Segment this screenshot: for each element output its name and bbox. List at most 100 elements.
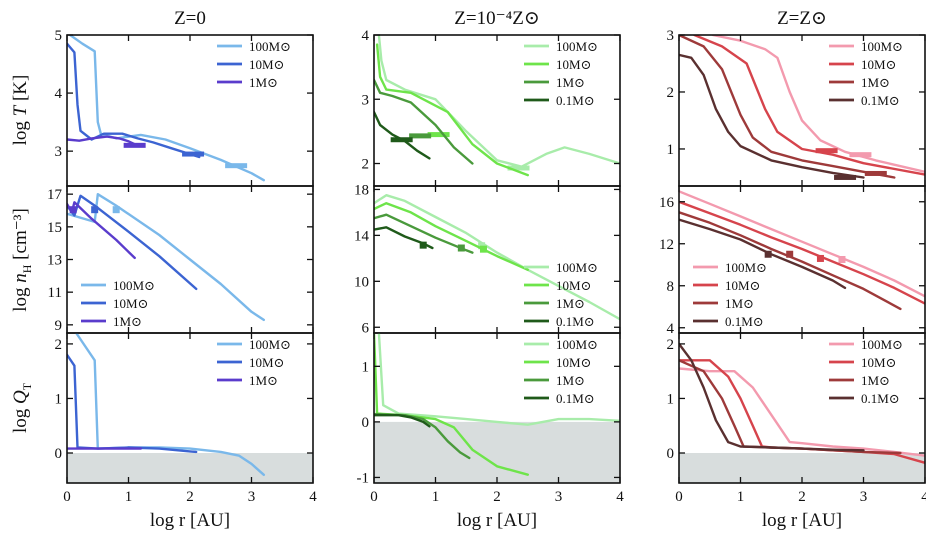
- panel-r1c1-ytick-label-3: 18: [354, 182, 369, 198]
- panel-r1c2-legend-label-1: 10M⊙: [725, 278, 760, 293]
- row-label-1-symbol: n: [10, 273, 31, 283]
- panel-r0c1-legend-label-0: 100M⊙: [556, 39, 598, 54]
- panel-r1c2-legend-label-2: 1M⊙: [725, 296, 754, 311]
- panel-r2c1-legend-label-0: 100M⊙: [556, 337, 598, 352]
- panel-r2c2-ytick-label-0: 0: [667, 446, 675, 462]
- panel-r2c0-legend-label-1: 10M⊙: [249, 355, 284, 370]
- row-label-2-prefix: log: [10, 404, 31, 433]
- panel-r2c1-legend-label-2: 1M⊙: [556, 373, 585, 388]
- panel-r1c2-series-0-marker: [838, 256, 845, 263]
- panel-r1c0-series-2-marker: [70, 206, 77, 213]
- x-axis-title-col1: log r [AU]: [457, 510, 537, 531]
- panel-r1c1-series-1-marker: [480, 246, 487, 253]
- panel-r1c2-ytick-label-1: 8: [667, 279, 675, 295]
- panel-r0c2-legend-label-2: 1M⊙: [861, 75, 890, 90]
- panel-r0c0-series-2-marker: [124, 143, 146, 148]
- panel-r1c1-legend-label-1: 10M⊙: [556, 278, 591, 293]
- row-label-0-unit: [K]: [10, 75, 31, 106]
- panel-r0c1-legend-label-2: 1M⊙: [556, 75, 585, 90]
- panel-r0c1-legend-label-3: 0.1M⊙: [556, 93, 595, 108]
- x-axis-title-col0: log r [AU]: [150, 510, 230, 531]
- row-label-2: log QT: [10, 382, 34, 433]
- panel-r0c0-ytick-label-0: 3: [55, 144, 63, 160]
- column-title-z-low: Z=10⁻⁴Z⊙: [454, 8, 540, 29]
- panel-r2c0-xtick-label-0: 0: [63, 489, 71, 505]
- panel-r1c2-legend-label-0: 100M⊙: [725, 260, 767, 275]
- panel-r0c2-series-0-marker: [849, 152, 871, 157]
- panel-r2c2-xtick-label-2: 2: [798, 489, 806, 505]
- panel-r1c2-legend-label-3: 0.1M⊙: [725, 314, 764, 329]
- panel-r2c2-ytick-label-1: 1: [667, 391, 675, 407]
- panel-r2c1-ytick-label-0: -1: [357, 470, 370, 486]
- panel-r0c0-legend-label-0: 100M⊙: [249, 39, 291, 54]
- panel-r1c0-ytick-label-4: 17: [47, 187, 63, 203]
- row-label-1-subscript: H: [20, 264, 34, 273]
- panel-r0c0-series-0-marker: [225, 163, 247, 168]
- panel-r2c2-xtick-label-1: 1: [737, 489, 745, 505]
- panel-r0c2-ytick-label-2: 3: [667, 28, 675, 44]
- panel-r2c0-xtick-label-1: 1: [125, 489, 133, 505]
- column-title-z-solar: Z=Z⊙: [777, 8, 827, 29]
- panel-r1c2-series-3-line: [679, 220, 845, 288]
- panel-r0c0-legend-label-2: 1M⊙: [249, 75, 278, 90]
- panel-r2c0-ytick-label-1: 1: [55, 391, 63, 407]
- panel-r0c2-ytick-label-0: 1: [667, 142, 675, 158]
- panel-r1c0-ytick-label-2: 13: [47, 253, 62, 269]
- panel-r2c2-legend-label-0: 100M⊙: [861, 337, 903, 352]
- panel-r0c0-legend-label-1: 10M⊙: [249, 57, 284, 72]
- panel-r1c1-legend-label-0: 100M⊙: [556, 260, 598, 275]
- panel-r2c0-series-1-line: [67, 355, 196, 452]
- panel-r2c0-ytick-label-0: 0: [55, 446, 63, 462]
- panel-r0c2-series-1-marker: [816, 148, 838, 153]
- panel-r0c2-series-3-line: [679, 55, 864, 178]
- panel-r2c0-legend-label-2: 1M⊙: [249, 373, 278, 388]
- panel-r1c0-series-1-line: [67, 196, 196, 289]
- panel-r1c1-series-3-marker: [420, 242, 427, 249]
- panel-r1c2-ytick-label-3: 16: [659, 195, 675, 211]
- panel-r1c0-legend-label-0: 100M⊙: [113, 278, 155, 293]
- panel-r0c2-legend-label-0: 100M⊙: [861, 39, 903, 54]
- panel-r0c0-ytick-label-1: 4: [55, 86, 63, 102]
- panel-r1c2-lines: [679, 191, 925, 309]
- row-label-0: log T [K]: [10, 75, 31, 146]
- panels-group: log T [K]log nH [cm⁻³]log QT345100M⊙10M⊙…: [10, 28, 926, 505]
- panel-r2c1-xtick-label-2: 2: [493, 489, 501, 505]
- panel-r0c0-series-0-line: [70, 35, 264, 180]
- panel-r2c1-xtick-label-3: 3: [555, 489, 563, 505]
- panel-r0c2-series-2-marker: [865, 171, 887, 176]
- panel-r1c1-legend-label-2: 1M⊙: [556, 296, 585, 311]
- panel-r0c1-ytick-label-0: 2: [362, 157, 370, 173]
- panel-r2c1-ytick-label-2: 1: [362, 359, 370, 375]
- panel-r0c1-series-1-line: [377, 45, 528, 176]
- panel-r1c0-ytick-label-3: 15: [47, 220, 62, 236]
- panel-r1c0-ytick-label-0: 9: [55, 318, 63, 334]
- panel-r1c0-series-0-marker: [113, 206, 120, 213]
- panel-r0c0-lines: [67, 35, 264, 180]
- panel-r2c2-legend-label-2: 1M⊙: [861, 373, 890, 388]
- panel-r1c1-ytick-label-0: 6: [362, 320, 370, 336]
- panel-r1c2-ytick-label-0: 4: [667, 321, 675, 337]
- panel-r1c2-series-1-marker: [817, 255, 824, 262]
- panel-r2c2-ytick-label-2: 2: [667, 337, 675, 353]
- panel-r1c0-legend-label-2: 1M⊙: [113, 314, 142, 329]
- panel-r2c0-xtick-label-4: 4: [309, 489, 317, 505]
- panel-r0c2-series-3-marker: [834, 175, 856, 180]
- row-label-1-unit: [cm⁻³]: [10, 208, 31, 264]
- panel-r2c1-xtick-label-1: 1: [432, 489, 440, 505]
- panel-r2c2-xtick-label-0: 0: [675, 489, 683, 505]
- panel-r0c1-series-3-marker: [391, 137, 413, 142]
- panel-r1c2-series-3-marker: [765, 251, 772, 258]
- panel-r1c2-series-0-line: [679, 191, 925, 296]
- column-title-z0: Z=0: [174, 8, 206, 29]
- x-axis-title-col2: log r [AU]: [762, 510, 842, 531]
- panel-r0c0-series-1-marker: [182, 152, 204, 157]
